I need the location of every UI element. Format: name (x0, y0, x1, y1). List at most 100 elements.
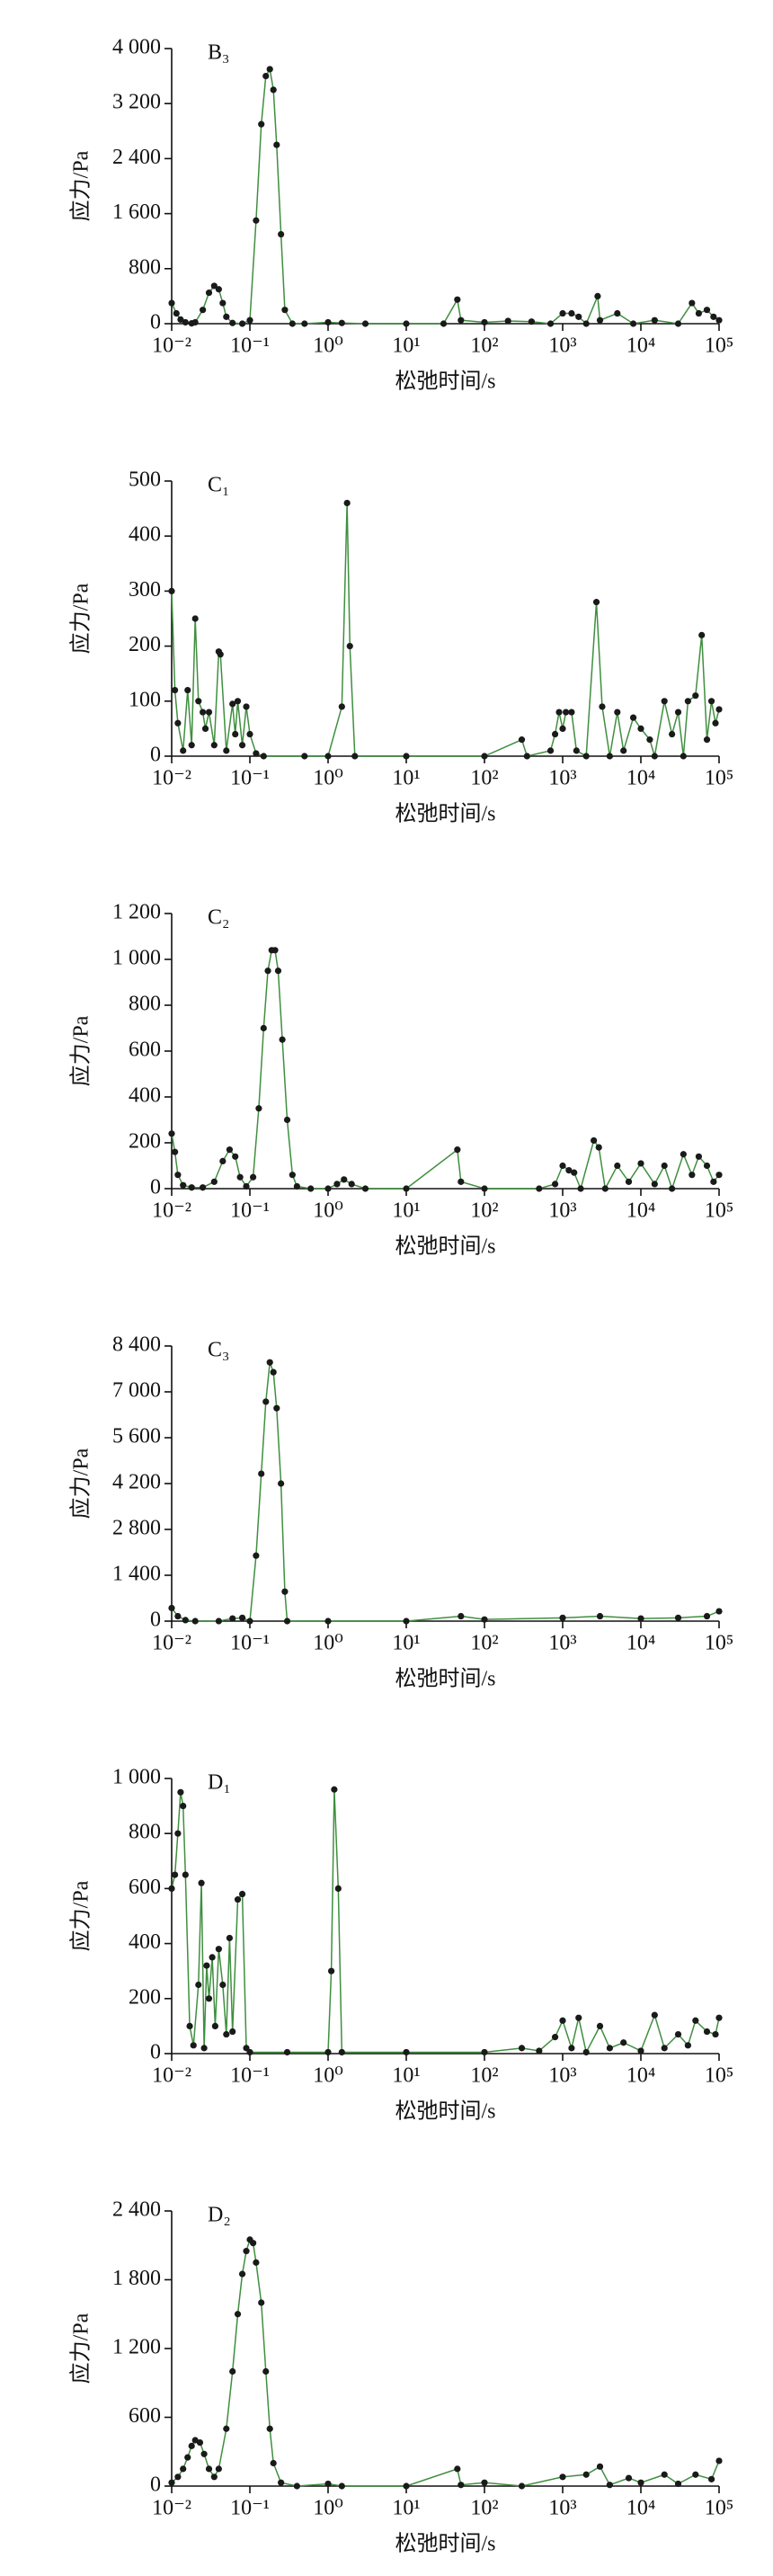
data-point (200, 709, 207, 716)
x-tick-label: 10⁰ (313, 2064, 343, 2088)
data-point (338, 703, 345, 710)
x-tick-label: 10⁴ (626, 2064, 655, 2088)
data-point (573, 747, 580, 754)
data-point (234, 1896, 242, 1903)
data-point (289, 320, 296, 327)
x-tick-label: 10⁰ (313, 334, 343, 358)
data-point (223, 313, 230, 320)
data-point (243, 703, 250, 710)
data-point (223, 747, 230, 754)
data-point (481, 753, 488, 760)
data-point (661, 698, 668, 705)
data-point (518, 736, 526, 744)
data-point (651, 2011, 658, 2019)
panel: 0 1 400 2 800 4 200 5 600 7 000 8 400 10⁻² 10⁻¹ 1… (69, 1333, 734, 1691)
data-point (715, 2014, 723, 2021)
data-point (229, 2367, 236, 2375)
data-point (481, 2048, 488, 2056)
data-point (270, 86, 277, 94)
data-point (174, 719, 182, 726)
data-point (403, 2048, 410, 2056)
y-tick-label: 200 (129, 633, 161, 656)
data-point (582, 2048, 590, 2056)
data-point (200, 307, 207, 314)
y-tick-label: 0 (150, 2473, 161, 2497)
data-point (238, 742, 246, 749)
x-tick-label: 10⁻¹ (230, 2064, 270, 2088)
data-line (171, 503, 720, 758)
data-point (226, 1146, 234, 1154)
data-point (559, 2473, 566, 2481)
data-point (601, 1185, 609, 1192)
data-point (217, 651, 224, 658)
data-point (205, 289, 213, 297)
data-point (236, 1173, 244, 1181)
data-line (171, 1361, 720, 1623)
data-point (301, 320, 308, 327)
data-point (361, 320, 369, 327)
data-point (198, 1879, 205, 1886)
x-tick-label: 10⁻² (152, 1632, 191, 1655)
data-point (238, 2270, 246, 2277)
y-tick-label: 1 000 (112, 1766, 161, 1789)
data-point (692, 692, 699, 700)
data-point (258, 1470, 265, 1477)
data-point (625, 1178, 633, 1185)
data-point (551, 730, 559, 738)
data-point (229, 700, 236, 708)
data-point (186, 2022, 193, 2029)
data-point (210, 2473, 218, 2481)
x-tick-label: 10⁰ (313, 1632, 343, 1655)
data-point (278, 230, 285, 238)
data-point (219, 299, 227, 307)
data-point (361, 1185, 369, 1192)
data-point (715, 706, 723, 713)
data-point (210, 1178, 218, 1185)
x-tick-label: 10⁵ (705, 1632, 733, 1655)
data-point (715, 1172, 723, 1179)
data-point (283, 2048, 291, 2056)
data-point (614, 709, 621, 716)
y-tick-label: 1 000 (112, 947, 161, 970)
y-tick-label: 500 (129, 468, 161, 492)
x-tick-label: 10² (470, 334, 498, 358)
data-point (504, 317, 511, 325)
panel-title: D₁ (208, 1771, 231, 1795)
data-point (270, 2459, 277, 2467)
data-point (596, 1612, 604, 1620)
panel: 0 200 400 600 800 1 000 10⁻² 10⁻¹ 10⁰ 10¹ 10² 10³ 10… (69, 1766, 734, 2124)
data-point (234, 698, 242, 705)
data-point (182, 1617, 189, 1624)
data-point (209, 1954, 216, 1961)
data-point (196, 2438, 204, 2447)
data-point (182, 318, 189, 326)
data-point (168, 587, 175, 595)
y-tick-label: 5 600 (112, 1425, 161, 1448)
data-point (273, 141, 280, 148)
data-point (568, 2045, 575, 2052)
data-point (707, 2475, 715, 2482)
x-axis-label: 松弛时间/s (395, 2099, 495, 2124)
y-tick-label: 1 400 (112, 1563, 161, 1586)
data-point (270, 1368, 277, 1376)
x-tick-label: 10¹ (392, 1632, 420, 1655)
data-point (223, 2030, 230, 2038)
data-point (703, 736, 711, 744)
x-tick-label: 10⁻² (152, 334, 191, 358)
y-tick-label: 0 (150, 1176, 161, 1199)
data-point (324, 1185, 332, 1192)
data-point (246, 730, 253, 738)
data-point (703, 1162, 711, 1170)
data-point (591, 1136, 598, 1145)
data-point (568, 309, 575, 317)
data-point (253, 2259, 260, 2266)
data-point (215, 1946, 222, 1953)
data-point (594, 292, 601, 299)
data-point (403, 320, 410, 327)
data-point (582, 753, 590, 760)
data-point (246, 2048, 253, 2056)
data-point (253, 217, 260, 224)
data-point (219, 1981, 227, 1989)
data-point (243, 1182, 250, 1190)
data-point (338, 2048, 345, 2056)
